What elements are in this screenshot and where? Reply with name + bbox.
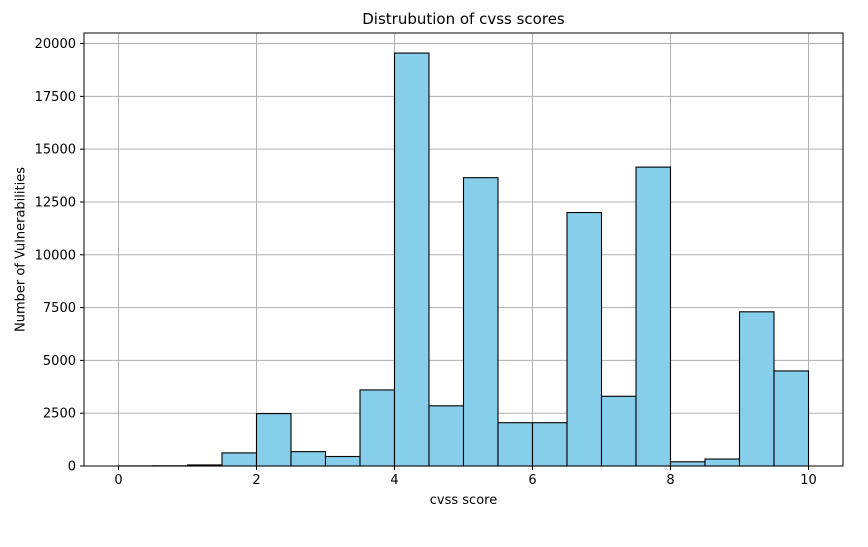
histogram-bar [255,413,292,467]
histogram-bar [635,166,672,467]
axis-ticks: 0 2 4 6 8 10 0 2500 5000 7500 10000 12500 15000 17500… [35,37,817,488]
x-tick-label: 2 [252,473,260,488]
y-tick-label: 17500 [35,90,76,105]
y-tick-label: 12500 [35,195,76,210]
histogram-bar [669,461,706,467]
histogram-bar [704,458,741,467]
histogram-bar [531,422,568,467]
histogram-bar [359,389,396,467]
plot-frame [83,32,844,467]
histogram-bar [566,211,603,467]
y-tick-label: 0 [68,460,76,475]
histogram-bar [221,452,258,467]
histogram-bars [117,52,810,467]
x-tick-label: 4 [390,473,398,488]
histogram-bar [600,395,637,467]
histogram-bar [773,370,810,467]
y-tick-label: 15000 [35,143,76,158]
y-tick-label: 20000 [35,37,76,52]
histogram-bar [290,451,327,467]
histogram-bar [738,311,775,467]
y-tick-label: 5000 [43,354,76,369]
chart-title: Distrubution of cvss scores [362,10,565,28]
histogram-bar [324,455,361,467]
histogram-bar [497,422,534,467]
y-tick-label: 7500 [43,301,76,316]
x-tick-label: 0 [114,473,122,488]
histogram-bar [428,405,465,467]
y-tick-label: 10000 [35,248,76,263]
x-axis-label: cvss score [430,493,497,508]
x-tick-label: 6 [528,473,536,488]
y-axis-label: Number of Vulnerabilities [14,167,29,332]
x-tick-label: 8 [666,473,674,488]
y-tick-label: 2500 [43,407,76,422]
x-tick-label: 10 [800,473,817,488]
grid-lines [84,33,843,467]
histogram-bar [462,177,499,467]
histogram-bar [393,52,430,467]
